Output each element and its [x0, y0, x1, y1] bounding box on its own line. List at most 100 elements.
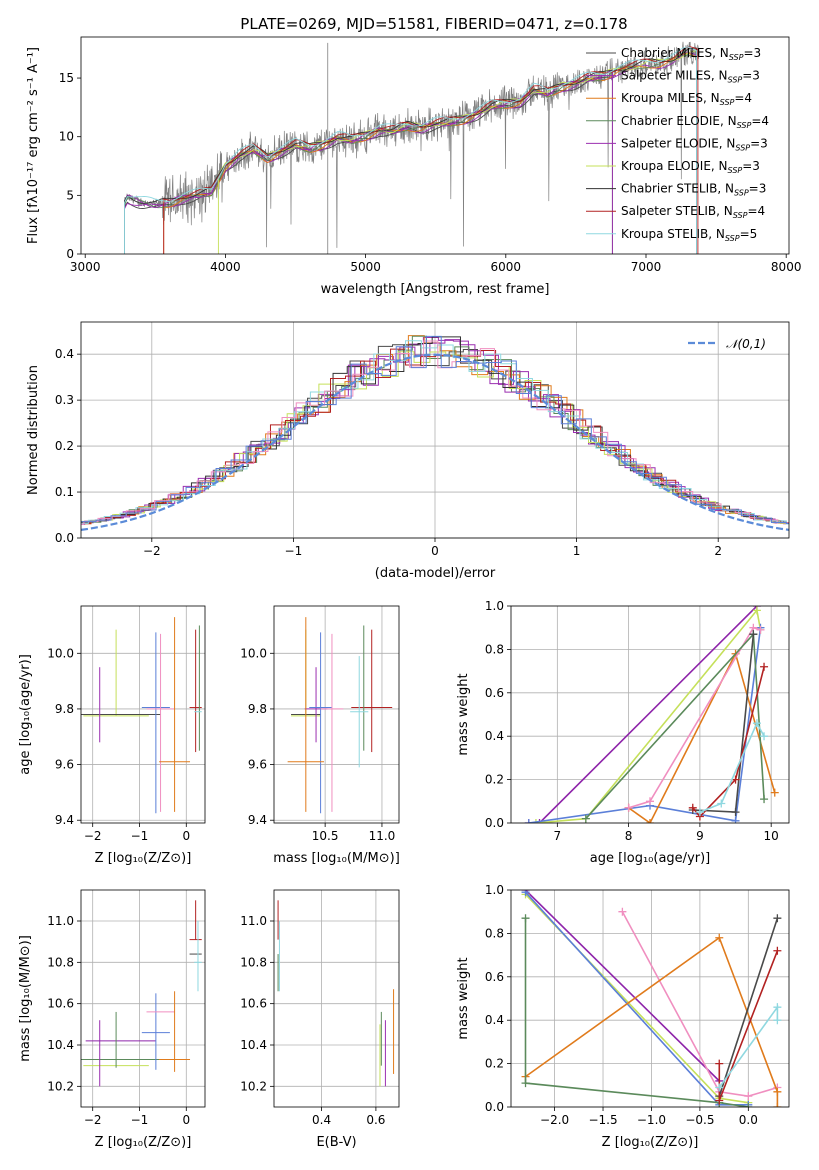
- x-tick-label: −2: [84, 1113, 102, 1127]
- mass-weight-marker: [773, 1016, 782, 1025]
- y-tick-label: 9.6: [55, 758, 74, 772]
- x-tick-label: −1: [131, 829, 149, 843]
- y-tick-label: 0.2: [485, 1057, 504, 1071]
- mass-weight-line: [524, 891, 749, 1106]
- y-tick-label: 9.4: [55, 813, 74, 827]
- data-point-errorbar: [159, 991, 191, 1072]
- y-axis-label: mass weight: [456, 673, 471, 755]
- y-tick-label: 9.8: [248, 702, 267, 716]
- y-tick-label: 10.6: [240, 997, 267, 1011]
- legend-entry-value: =3: [743, 46, 761, 60]
- y-tick-label: 10: [59, 130, 74, 144]
- x-tick-label: −1.5: [588, 1113, 617, 1127]
- mass-weight-marker: [624, 803, 633, 812]
- data-point-errorbar: [309, 632, 332, 814]
- legend-entry: Salpeter ELODIE, NSSP=3: [621, 136, 768, 152]
- legend-entry-subscript: SSP: [720, 98, 735, 107]
- mass-weight-marker: [760, 732, 769, 741]
- model-spectrum-line: [124, 47, 697, 254]
- mass-weight-line: [524, 890, 720, 1082]
- data-point-errorbar: [146, 633, 175, 812]
- panel-spectrum: 3000 4000 5000 6000 7000 8000 0 5 10 15 wavelength…: [26, 36, 801, 297]
- legend-entry-name: Kroupa ELODIE, N: [621, 159, 728, 173]
- panel-age-vs-mass: 10.5 11.0 9.4 9.6 9.8 10.0 mass [log₁₀(M/M⊙)]: [240, 605, 400, 866]
- y-tick-label: 10.6: [47, 997, 74, 1011]
- x-tick-label: 11.0: [369, 829, 396, 843]
- legend-entry: Salpeter MILES, NSSP=3: [621, 69, 760, 85]
- model-spectrum-line: [124, 68, 613, 254]
- mass-weight-marker: [770, 788, 779, 797]
- data-point-errorbar: [189, 900, 202, 941]
- legend-entry: Chabrier STELIB, NSSP=3: [621, 182, 766, 198]
- panel-mass-vs-EBV: 0.4 0.6 10.2 10.4 10.6 10.8 11.0 E(B-V): [240, 889, 400, 1150]
- mass-weight-marker: [646, 797, 654, 806]
- legend-entry-name: Chabrier STELIB, N: [621, 182, 734, 196]
- legend-entry: Kroupa ELODIE, NSSP=3: [621, 159, 760, 175]
- y-tick-label: 0.6: [485, 686, 504, 700]
- y-tick-label: 11.0: [47, 914, 74, 928]
- mass-weight-line: [699, 721, 765, 813]
- mass-weight-marker: [749, 630, 758, 639]
- x-tick-label: 0.6: [366, 1113, 385, 1127]
- axes-frame: [273, 605, 400, 824]
- y-tick-label: 1.0: [485, 599, 504, 613]
- y-tick-label: 15: [59, 71, 74, 85]
- model-spectrum-line: [124, 54, 697, 254]
- panel-weight-vs-age: 7 8 9 10 0.0 0.2 0.4 0.6 0.8 1.0 age [log₁₀(age/yr…: [456, 599, 790, 866]
- y-tick-label: 0.8: [485, 926, 504, 940]
- plot-area: [287, 617, 393, 814]
- axes-frame: [80, 321, 790, 539]
- x-tick-label: 7: [554, 829, 562, 843]
- legend-entry-name: Kroupa STELIB, N: [621, 227, 725, 241]
- y-axis-label: Flux [fλ10⁻¹⁷ erg cm⁻² s⁻¹ A⁻¹]: [26, 47, 41, 244]
- y-tick-label: 10.4: [47, 1038, 74, 1052]
- y-axis-label: mass [log₁₀(M/M⊙)]: [18, 935, 33, 1062]
- x-axis-label: E(B-V): [316, 1135, 356, 1150]
- x-tick-label: −2: [84, 829, 102, 843]
- mass-weight-marker: [521, 914, 530, 923]
- x-tick-label: 3000: [70, 260, 101, 274]
- legend-entry: Kroupa MILES, NSSP=4: [621, 91, 752, 107]
- y-axis-label: age [log₁₀(age/yr)]: [18, 654, 33, 775]
- x-axis-label: age [log₁₀(age/yr)]: [590, 851, 711, 866]
- mass-weight-marker: [715, 1059, 724, 1068]
- x-tick-label: 9: [696, 829, 704, 843]
- data-point-errorbar: [287, 617, 324, 812]
- y-tick-label: 0.8: [485, 642, 504, 656]
- plot-area: [81, 900, 202, 1087]
- plot-area: [521, 890, 782, 1107]
- y-tick-label: 0.0: [55, 531, 74, 545]
- x-axis-label: wavelength [Angstrom, rest frame]: [321, 282, 550, 297]
- legend-entry-subscript: SSP: [729, 53, 744, 62]
- legend-entry-name: Salpeter ELODIE, N: [621, 136, 735, 150]
- y-tick-label: 10.8: [47, 955, 74, 969]
- mass-weight-marker: [717, 799, 726, 808]
- legend-entry-value: =4: [751, 114, 769, 128]
- legend-entry-value: =3: [750, 136, 768, 150]
- legend-entry-value: =4: [734, 91, 752, 105]
- y-axis-label: mass weight: [456, 957, 471, 1039]
- model-spectrum-line: [124, 51, 697, 254]
- x-tick-label: 0: [431, 544, 439, 558]
- legend-entry-value: =5: [740, 227, 758, 241]
- y-tick-label: 0.2: [55, 439, 74, 453]
- x-tick-label: 0.0: [739, 1113, 758, 1127]
- legend-entry-subscript: SSP: [725, 234, 740, 243]
- mass-weight-marker: [524, 819, 533, 823]
- residual-histogram: [81, 336, 789, 525]
- mass-weight-marker: [646, 819, 654, 823]
- x-axis-label: Z [log₁₀(Z/Z⊙)]: [602, 1135, 699, 1150]
- plot-area: [277, 900, 395, 1087]
- y-tick-label: 0.6: [485, 970, 504, 984]
- y-tick-label: 0.2: [485, 773, 504, 787]
- x-tick-label: 8: [625, 829, 633, 843]
- y-tick-label: 10.0: [47, 646, 74, 660]
- mass-weight-line: [524, 893, 749, 1104]
- mass-weight-marker: [521, 890, 530, 897]
- mass-weight-marker: [752, 606, 761, 615]
- x-axis-label: mass [log₁₀(M/M⊙)]: [273, 851, 400, 866]
- mass-weight-line: [535, 608, 762, 823]
- plot-area: [124, 41, 700, 254]
- mass-weight-marker: [688, 803, 697, 812]
- mass-weight-line: [718, 917, 779, 1097]
